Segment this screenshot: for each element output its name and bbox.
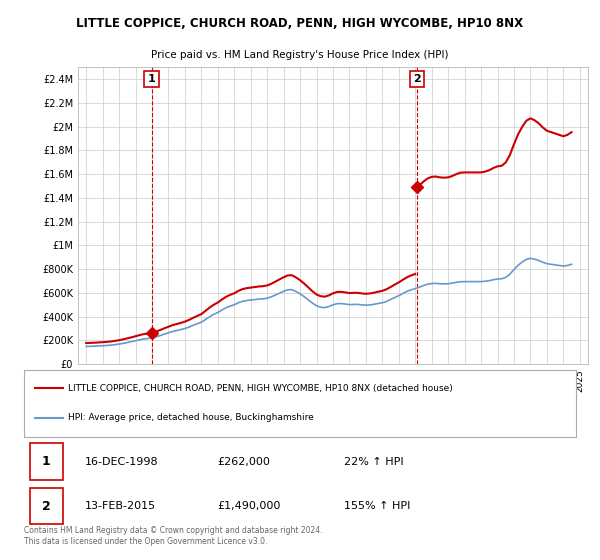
Text: 155% ↑ HPI: 155% ↑ HPI (344, 501, 410, 511)
Text: 13-FEB-2015: 13-FEB-2015 (85, 501, 156, 511)
Text: LITTLE COPPICE, CHURCH ROAD, PENN, HIGH WYCOMBE, HP10 8NX (detached house): LITTLE COPPICE, CHURCH ROAD, PENN, HIGH … (68, 384, 453, 393)
FancyBboxPatch shape (24, 370, 576, 437)
Text: 16-DEC-1998: 16-DEC-1998 (85, 456, 158, 466)
Text: 22% ↑ HPI: 22% ↑ HPI (344, 456, 404, 466)
Text: Price paid vs. HM Land Registry's House Price Index (HPI): Price paid vs. HM Land Registry's House … (151, 50, 449, 60)
Text: £1,490,000: £1,490,000 (217, 501, 281, 511)
Text: 2: 2 (413, 74, 421, 84)
FancyBboxPatch shape (29, 444, 62, 479)
Text: £262,000: £262,000 (217, 456, 270, 466)
Text: 1: 1 (148, 74, 155, 84)
FancyBboxPatch shape (29, 488, 62, 524)
Text: 1: 1 (42, 455, 50, 468)
Text: LITTLE COPPICE, CHURCH ROAD, PENN, HIGH WYCOMBE, HP10 8NX: LITTLE COPPICE, CHURCH ROAD, PENN, HIGH … (76, 17, 524, 30)
Text: HPI: Average price, detached house, Buckinghamshire: HPI: Average price, detached house, Buck… (68, 413, 314, 422)
Text: 2: 2 (42, 500, 50, 513)
Text: Contains HM Land Registry data © Crown copyright and database right 2024.
This d: Contains HM Land Registry data © Crown c… (24, 526, 323, 546)
